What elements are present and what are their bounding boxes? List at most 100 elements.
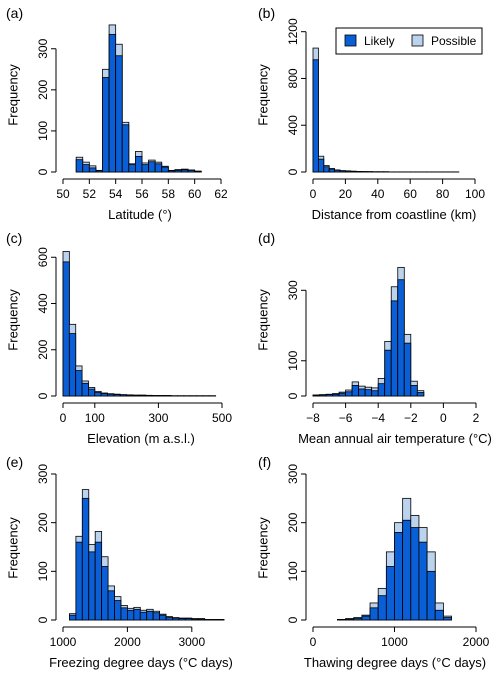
y-tick-label-b: 0: [286, 168, 300, 175]
y-tick-label-c: 200: [36, 339, 50, 359]
bar-likely-a: [194, 170, 202, 173]
panel-label-d: (d): [258, 230, 275, 246]
bar-likely-d: [410, 385, 418, 397]
y-axis-label-b: Frequency: [256, 64, 271, 126]
plot-area-a: 50 52 54 56 58 60 62 0 100 200 300: [36, 24, 228, 201]
x-tick-label-b: 40: [371, 187, 385, 201]
bar-likely-a: [88, 167, 97, 173]
y-tick-label-f: 0: [286, 616, 300, 623]
panel-label-a: (a): [6, 5, 23, 21]
plot-area-d: −8 −6 −4 −2 0 2 0 100 300: [286, 266, 480, 425]
bar-likely-e: [120, 607, 128, 621]
bar-likely-a: [128, 164, 136, 173]
panel-b: (b) Frequency Distance from coastline (k…: [256, 5, 486, 222]
bar-likely-d: [384, 349, 392, 397]
panel-label-c: (c): [6, 230, 22, 246]
bar-likely-b: [334, 169, 341, 173]
bar-likely-f: [377, 595, 387, 621]
bar-likely-d: [364, 389, 373, 397]
bar-likely-f: [353, 618, 363, 621]
y-tick-label-f: 100: [286, 561, 300, 581]
bar-likely-a: [95, 170, 103, 173]
x-tick-label-a: 62: [214, 187, 228, 201]
bar-likely-c: [126, 394, 134, 397]
legend-swatch-likely: [344, 34, 357, 47]
panel-label-b: (b): [258, 5, 275, 21]
bar-likely-a: [108, 33, 117, 173]
y-tick-label-c: 0: [36, 392, 50, 399]
bar-likely-c: [62, 261, 70, 397]
panel-label-f: (f): [258, 454, 271, 470]
x-tick-label-d: 0: [440, 411, 447, 425]
y-tick-label-a: 0: [36, 168, 50, 175]
bar-likely-a: [154, 163, 163, 173]
y-tick-label-d: 300: [286, 280, 300, 300]
bar-likely-a: [187, 169, 196, 173]
bar-likely-a: [115, 55, 123, 173]
x-tick-label-a: 50: [56, 187, 70, 201]
bar-likely-e: [75, 541, 83, 621]
bar-likely-e: [197, 618, 206, 621]
y-tick-label-f: 300: [286, 464, 300, 484]
panel-e: (e) Frequency Freezing degree days (°C d…: [6, 454, 233, 670]
bar-likely-a: [121, 124, 130, 173]
bar-likely-e: [159, 614, 167, 621]
bar-likely-f: [361, 615, 371, 621]
bar-likely-f: [442, 617, 452, 621]
y-tick-label-c: 400: [36, 293, 50, 313]
x-axis-label-e: Freezing degree days (°C days): [49, 655, 233, 670]
bar-likely-f: [402, 519, 412, 621]
bar-likely-b: [328, 168, 335, 173]
legend-box: [335, 27, 483, 55]
bar-likely-a: [161, 166, 169, 173]
x-axis-label-c: Elevation (m a.s.l.): [87, 431, 195, 446]
bar-likely-e: [133, 608, 141, 621]
bar-likely-f: [385, 566, 395, 621]
x-tick-label-a: 54: [109, 187, 123, 201]
bar-likely-d: [338, 392, 346, 397]
x-tick-label-c: 300: [148, 411, 168, 425]
bar-likely-d: [390, 300, 399, 397]
bar-likely-f: [369, 607, 379, 621]
bar-likely-e: [127, 609, 135, 621]
panel-d: (d) Frequency Mean annual air temperatur…: [256, 230, 492, 446]
bar-likely-f: [426, 570, 436, 621]
x-axis-label-f: Thawing degree days (°C days): [304, 655, 486, 670]
y-tick-label-a: 200: [36, 80, 50, 100]
bar-likely-d: [332, 393, 340, 397]
bar-likely-a: [75, 159, 84, 173]
bar-likely-c: [113, 394, 121, 397]
x-axis-label-a: Latitude (°): [108, 207, 172, 222]
bar-likely-d: [397, 279, 405, 397]
x-tick-label-f: 1000: [381, 635, 408, 649]
x-tick-label-e: 2000: [114, 635, 141, 649]
bar-likely-e: [114, 600, 122, 621]
x-tick-label-b: 100: [465, 187, 485, 201]
legend-swatch-possible: [411, 34, 424, 47]
bar-likely-f: [418, 541, 428, 621]
x-tick-label-c: 100: [85, 411, 105, 425]
bar-likely-e: [191, 618, 199, 621]
plot-area-b: 0 20 40 60 80 100 0 400 800 1200: [286, 18, 485, 201]
bar-likely-e: [184, 618, 193, 621]
bar-likely-d: [371, 390, 379, 397]
x-tick-label-a: 56: [135, 187, 149, 201]
bar-likely-c: [68, 333, 77, 397]
y-tick-label-e: 200: [36, 512, 50, 532]
bar-likely-c: [75, 370, 83, 397]
bar-likely-e: [81, 497, 90, 621]
bar-likely-d: [345, 391, 353, 397]
y-tick-label-e: 100: [36, 561, 50, 581]
y-axis-label-a: Frequency: [6, 64, 21, 126]
x-tick-label-b: 80: [436, 187, 450, 201]
y-tick-label-d: 100: [286, 350, 300, 370]
y-tick-label-a: 100: [36, 121, 50, 141]
x-tick-label-d: 2: [473, 411, 480, 425]
x-tick-label-f: 2000: [463, 635, 490, 649]
y-axis-label-c: Frequency: [6, 289, 21, 351]
bar-likely-c: [132, 394, 140, 397]
bar-likely-e: [88, 551, 96, 621]
bar-likely-e: [94, 541, 103, 621]
bar-likely-d: [377, 383, 386, 397]
